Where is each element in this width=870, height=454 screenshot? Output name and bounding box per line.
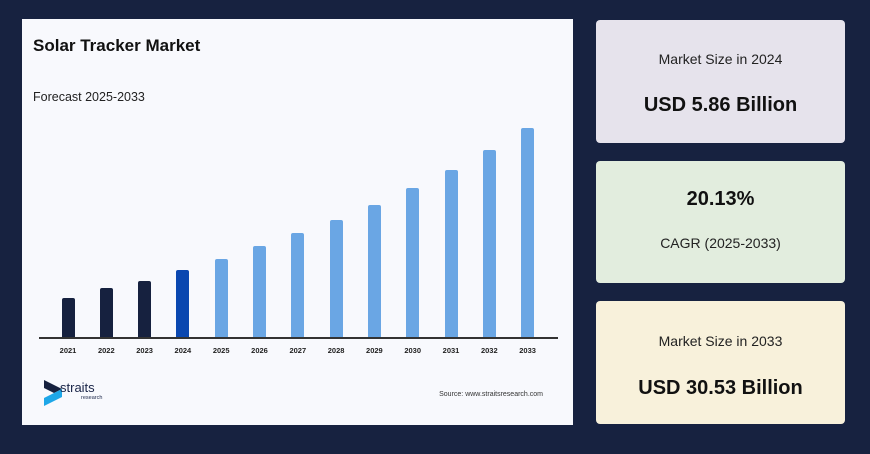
- card-label: Market Size in 2033: [658, 333, 783, 349]
- x-axis-line: [39, 337, 558, 339]
- logo-text: straits: [60, 380, 95, 395]
- bar-2030: [406, 188, 420, 337]
- bar-2032: [482, 150, 496, 337]
- logo-arrow-icon: [44, 380, 62, 406]
- logo-subtext: research: [81, 395, 103, 401]
- x-tick-label: 2024: [174, 346, 192, 355]
- chart-title: Solar Tracker Market: [33, 36, 201, 55]
- chart-subtitle: Forecast 2025-2033: [33, 90, 145, 104]
- x-tick-label: 2025: [212, 346, 230, 355]
- bar-2027: [291, 233, 305, 337]
- x-tick-label: 2027: [289, 346, 307, 355]
- x-tick-label: 2021: [59, 346, 77, 355]
- x-tick-label: 2023: [136, 346, 153, 355]
- cagr-card: 20.13% CAGR (2025-2033): [596, 161, 845, 283]
- card-label: Market Size in 2024: [658, 51, 783, 67]
- bar-2029: [367, 205, 381, 337]
- card-label: CAGR (2025-2033): [660, 235, 781, 251]
- x-tick-label: 2033: [519, 346, 536, 355]
- bar-plot: 2021 2022 2023 2024 2025 2026 2027 2028 2029 2030…: [22, 19, 573, 425]
- x-tick-label: 2032: [480, 346, 498, 355]
- x-tick-label: 2022: [97, 346, 115, 355]
- x-tick-label: 2029: [366, 346, 383, 355]
- x-tick-label: 2030: [404, 346, 422, 355]
- chart-panel: Solar Tracker Market Forecast 2025-2033 …: [22, 19, 573, 425]
- x-tick-label: 2031: [442, 346, 460, 355]
- card-value: 20.13%: [686, 188, 755, 210]
- market-size-2024-card: Market Size in 2024 USD 5.86 Billion: [596, 20, 845, 143]
- bar-2031: [444, 170, 458, 337]
- bar-2026: [253, 246, 266, 337]
- market-size-2033-card: Market Size in 2033 USD 30.53 Billion: [596, 301, 845, 424]
- card-value: USD 5.86 Billion: [643, 94, 798, 116]
- straits-logo: straits research: [44, 380, 114, 408]
- bar-2028: [329, 220, 343, 337]
- x-tick-label: 2026: [251, 346, 268, 355]
- bar-2025: [214, 259, 228, 337]
- x-tick-label: 2028: [327, 346, 345, 355]
- bar-2024: [176, 270, 190, 337]
- bar-2023: [138, 281, 152, 337]
- bar-2021: [61, 298, 75, 337]
- source-link[interactable]: Source: www.straitsresearch.com: [439, 391, 543, 398]
- bar-2033: [521, 128, 535, 337]
- bar-2022: [99, 288, 113, 337]
- card-value: USD 30.53 Billion: [638, 377, 803, 399]
